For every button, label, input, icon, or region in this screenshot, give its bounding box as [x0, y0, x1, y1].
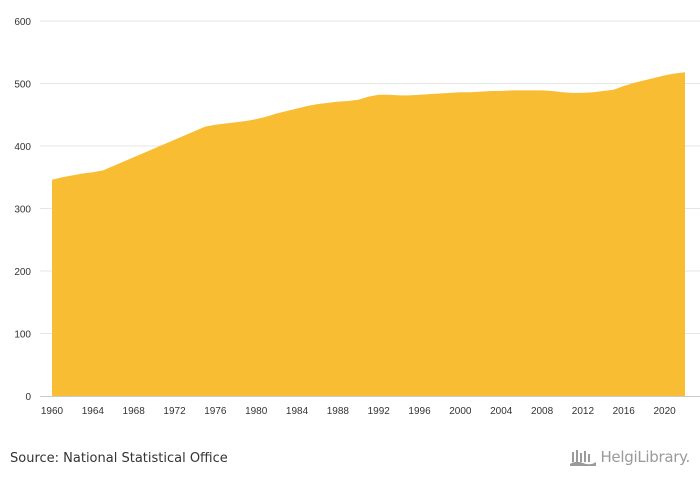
y-tick-label: 200	[14, 267, 31, 278]
x-tick-label: 1960	[41, 406, 64, 417]
x-tick-label: 1988	[327, 406, 350, 417]
area-series	[52, 72, 685, 396]
x-tick-label: 1984	[286, 406, 309, 417]
x-tick-label: 1972	[163, 406, 186, 417]
y-axis-tick-labels: 0 100 200 300 400 500 600	[14, 17, 31, 403]
x-tick-label: 1980	[245, 406, 268, 417]
x-tick-label: 1992	[368, 406, 391, 417]
y-tick-label: 0	[25, 392, 31, 403]
source-note: Source: National Statistical Office	[10, 451, 228, 466]
x-tick-label: 2004	[490, 406, 513, 417]
x-tick-label: 1976	[204, 406, 227, 417]
x-tick-label: 2020	[653, 406, 676, 417]
logo-text: HelgiLibrary.	[600, 448, 690, 466]
x-tick-label: 1964	[82, 406, 105, 417]
x-tick-label: 2000	[449, 406, 472, 417]
x-axis-tick-labels: 1960 1964 1968 1972 1976 1980 1984 1988 1992 1996…	[41, 406, 676, 417]
y-tick-label: 300	[14, 205, 31, 216]
x-tick-label: 1996	[408, 406, 431, 417]
helgilibrary-logo[interactable]: HelgiLibrary.	[570, 448, 690, 466]
x-tick-label: 2008	[531, 406, 554, 417]
y-tick-label: 400	[14, 142, 31, 153]
x-tick-label: 2012	[572, 406, 595, 417]
y-tick-label: 600	[14, 17, 31, 28]
area-chart: 0 100 200 300 400 500 600 1960 1964 1968 1972 1976…	[14, 17, 700, 417]
x-tick-label: 2016	[613, 406, 636, 417]
y-tick-label: 500	[14, 80, 31, 91]
library-icon	[570, 450, 597, 466]
y-tick-label: 100	[14, 330, 31, 341]
x-tick-label: 1968	[123, 406, 146, 417]
